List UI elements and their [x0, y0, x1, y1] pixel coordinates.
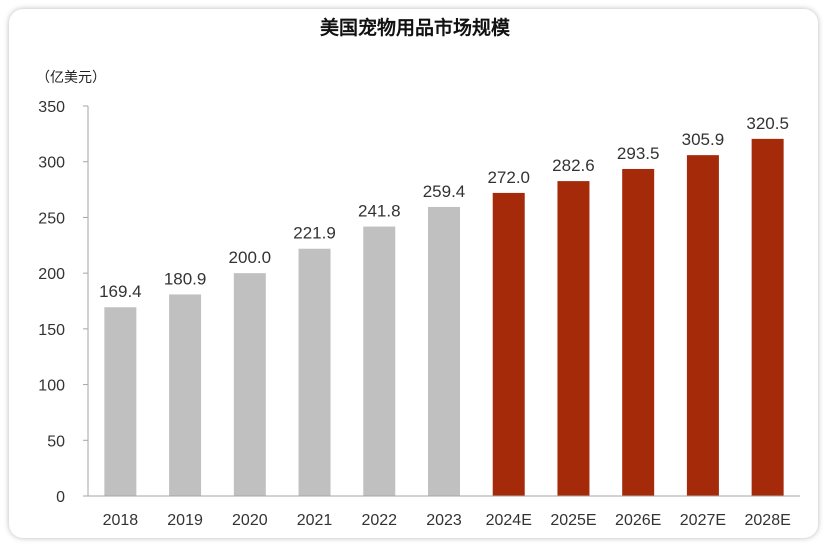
- x-tick-label-2026e: 2026E: [615, 512, 661, 529]
- data-label-2027e: 305.9: [682, 130, 725, 149]
- x-tick-label-2022: 2022: [361, 512, 397, 529]
- bar-2026e: [622, 168, 655, 496]
- data-label-2023: 259.4: [423, 182, 466, 201]
- chart-card: [9, 9, 818, 538]
- bars: 169.4 180.9 200.0 221.9 241.8 259.4 272.0 282.6…: [99, 114, 789, 497]
- data-label-2018: 169.4: [99, 282, 142, 301]
- y-tick-label: 100: [38, 378, 65, 395]
- x-tick-label-2027e: 2027E: [680, 512, 726, 529]
- bar-2020: [233, 273, 266, 496]
- bar-2027e: [686, 155, 719, 496]
- x-tick-label-2024e: 2024E: [486, 512, 532, 529]
- y-tick-label: 200: [38, 266, 65, 283]
- y-tick-label: 350: [38, 99, 65, 116]
- x-tick-label-2023: 2023: [426, 512, 462, 529]
- data-label-2020: 200.0: [229, 248, 272, 267]
- x-tick-label-2018: 2018: [103, 512, 139, 529]
- bar-2018: [104, 307, 137, 496]
- y-tick-label: 150: [38, 322, 65, 339]
- bar-2022: [363, 226, 396, 496]
- x-tick-label-2028e: 2028E: [745, 512, 791, 529]
- y-axis: 0 50 100 150 200 250 300 350: [38, 99, 89, 506]
- bar-2024e: [492, 192, 525, 496]
- data-label-2021: 221.9: [293, 224, 336, 243]
- y-axis-unit-label: （亿美元）: [36, 70, 106, 86]
- data-label-2026e: 293.5: [617, 144, 660, 163]
- x-axis: 2018 2019 2020 2021 2022 2023 2024E 2025E 2026E 2…: [88, 495, 800, 529]
- data-label-2028e: 320.5: [746, 114, 789, 133]
- x-tick-label-2019: 2019: [167, 512, 203, 529]
- bar-2019: [169, 294, 202, 496]
- data-label-2019: 180.9: [164, 269, 207, 288]
- y-tick-label: 300: [38, 155, 65, 172]
- chart-title: 美国宠物用品市场规模: [320, 16, 511, 39]
- data-label-2025e: 282.6: [552, 156, 595, 175]
- bar-2021: [298, 248, 331, 496]
- x-tick-label-2021: 2021: [297, 512, 333, 529]
- bar-2023: [428, 206, 460, 496]
- x-tick-label-2020: 2020: [232, 512, 268, 529]
- bar-2025e: [557, 181, 590, 497]
- y-tick-label: 250: [38, 210, 65, 227]
- x-tick-label-2025e: 2025E: [550, 512, 596, 529]
- data-label-2022: 241.8: [358, 202, 401, 221]
- y-tick-label: 50: [47, 433, 65, 450]
- data-label-2024e: 272.0: [487, 168, 530, 187]
- y-tick-label: 0: [56, 489, 65, 506]
- bar-2028e: [751, 138, 784, 496]
